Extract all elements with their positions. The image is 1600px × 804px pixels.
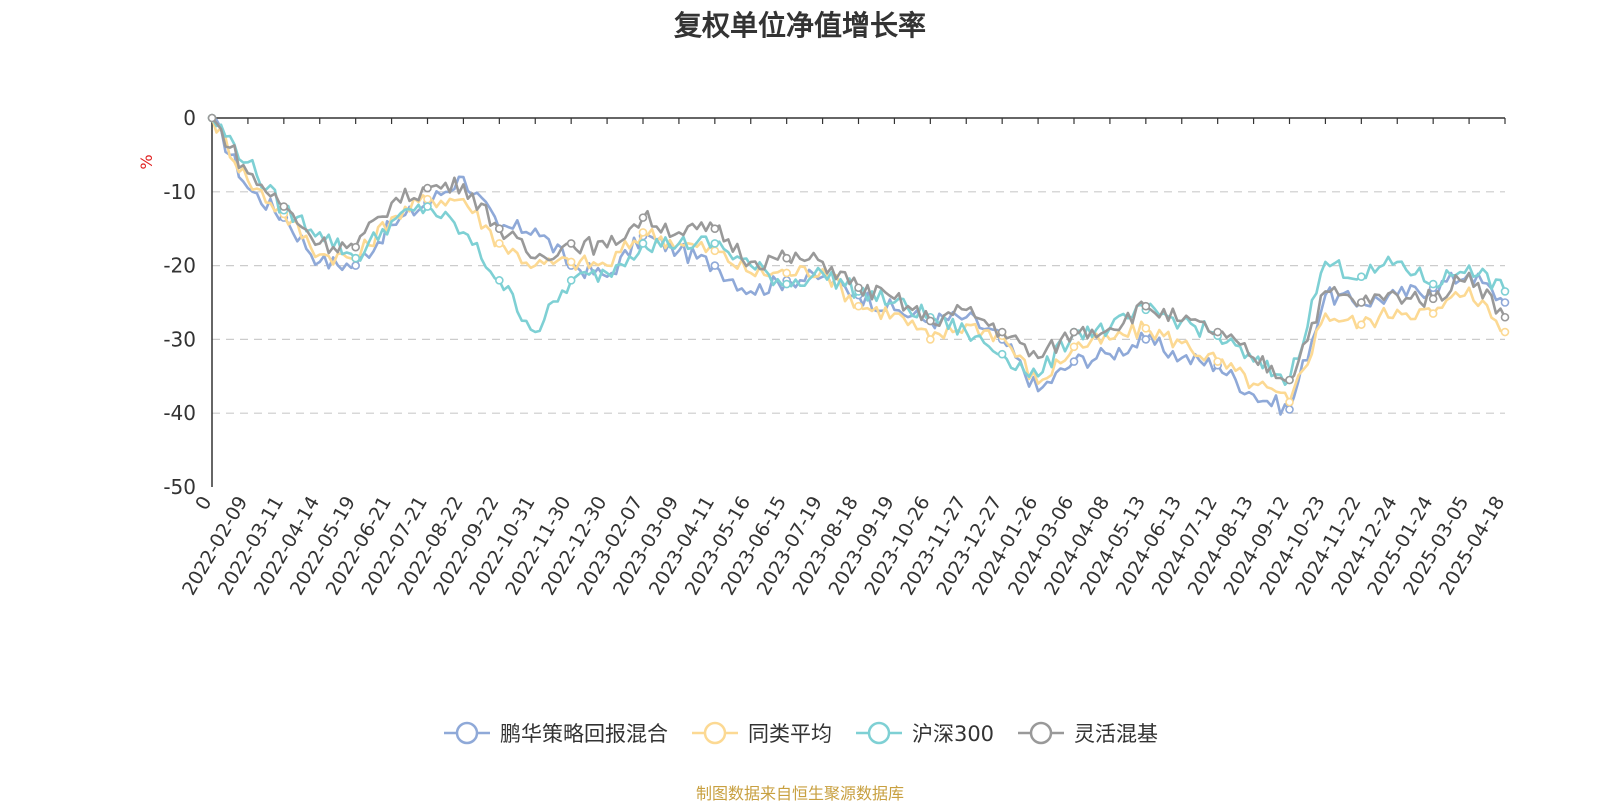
series-point bbox=[710, 224, 720, 233]
series-point bbox=[495, 276, 504, 285]
legend-item[interactable]: 鹏华策略回报混合 bbox=[442, 718, 668, 748]
series-point bbox=[638, 213, 648, 222]
y-tick-label: -20 bbox=[163, 254, 196, 278]
series-point bbox=[495, 224, 504, 233]
series-point bbox=[1500, 287, 1510, 296]
legend-line-circle-icon bbox=[691, 721, 738, 745]
legend-label: 鹏华策略回报混合 bbox=[499, 722, 668, 746]
series-line bbox=[210, 117, 1506, 404]
legend-item[interactable]: 灵活混基 bbox=[1016, 718, 1158, 748]
series-point bbox=[566, 239, 576, 248]
series-point bbox=[1141, 324, 1151, 333]
legend-label: 沪深300 bbox=[911, 722, 995, 746]
series-point bbox=[997, 327, 1007, 337]
series-point bbox=[423, 183, 432, 193]
series-point bbox=[1285, 405, 1294, 414]
series-point bbox=[854, 283, 863, 293]
y-tick-label: -10 bbox=[163, 180, 196, 204]
series-point bbox=[279, 202, 289, 211]
series-point bbox=[1069, 342, 1079, 352]
series-point bbox=[782, 268, 791, 278]
series-point bbox=[1069, 357, 1079, 366]
series-point bbox=[1285, 397, 1294, 407]
legend: 鹏华策略回报混合 同类平均 沪深300 灵活混基 bbox=[0, 718, 1600, 748]
series-point bbox=[1357, 320, 1366, 329]
x-tick-label: 0 bbox=[191, 493, 216, 514]
series-point bbox=[1213, 327, 1222, 337]
series-point bbox=[854, 301, 863, 311]
series-point bbox=[423, 194, 432, 204]
chart-title: 复权单位净值增长率 bbox=[673, 9, 926, 42]
y-tick-label: -30 bbox=[163, 327, 196, 351]
tick-layer: 0-10-20-30-40-5002022-02-092022-03-11202… bbox=[163, 106, 1509, 599]
series-point bbox=[1500, 312, 1510, 322]
legend-line-circle-icon bbox=[1018, 721, 1065, 745]
legend-label: 灵活混基 bbox=[1074, 722, 1159, 746]
legend-line-circle-icon bbox=[855, 721, 902, 745]
legend-line-circle-icon bbox=[443, 721, 490, 745]
legend-item[interactable]: 同类平均 bbox=[690, 718, 832, 748]
series-point bbox=[351, 242, 360, 252]
series-point bbox=[1141, 335, 1151, 344]
series-point bbox=[495, 239, 504, 248]
series-point bbox=[1428, 309, 1438, 318]
y-tick-label: -50 bbox=[163, 475, 196, 499]
series-point bbox=[1069, 327, 1079, 337]
series-point bbox=[997, 349, 1007, 359]
series-point bbox=[423, 202, 432, 211]
series-point bbox=[782, 279, 791, 289]
series-point bbox=[710, 239, 720, 248]
series-point bbox=[926, 316, 935, 326]
source-note: 制图数据来自恒生聚源数据库 bbox=[695, 784, 904, 803]
y-axis-label: % bbox=[137, 154, 156, 169]
series-point bbox=[1357, 272, 1366, 281]
series-point bbox=[1213, 357, 1222, 366]
series-point bbox=[351, 253, 360, 263]
series-point bbox=[1500, 327, 1510, 337]
series-point bbox=[710, 261, 720, 270]
legend-item[interactable]: 沪深300 bbox=[854, 718, 994, 748]
series-point bbox=[638, 239, 648, 248]
series-point bbox=[1141, 301, 1151, 311]
series-point bbox=[1357, 298, 1366, 307]
series-point bbox=[926, 335, 935, 344]
series-point bbox=[1285, 375, 1294, 385]
series-point bbox=[710, 246, 720, 256]
series-line bbox=[211, 116, 1506, 416]
series-point bbox=[782, 253, 791, 263]
series-layer bbox=[207, 113, 1510, 416]
y-tick-label: -40 bbox=[163, 401, 196, 425]
y-tick-label: 0 bbox=[183, 106, 196, 130]
series-point bbox=[1500, 298, 1510, 307]
series-point bbox=[207, 113, 217, 123]
series-point bbox=[638, 228, 648, 237]
series-point bbox=[1428, 294, 1438, 304]
axis-layer bbox=[211, 117, 1506, 487]
series-point bbox=[1428, 279, 1438, 289]
series-point bbox=[351, 261, 360, 270]
legend-label: 同类平均 bbox=[747, 722, 832, 746]
series-point bbox=[566, 276, 576, 285]
series-point bbox=[566, 257, 576, 267]
